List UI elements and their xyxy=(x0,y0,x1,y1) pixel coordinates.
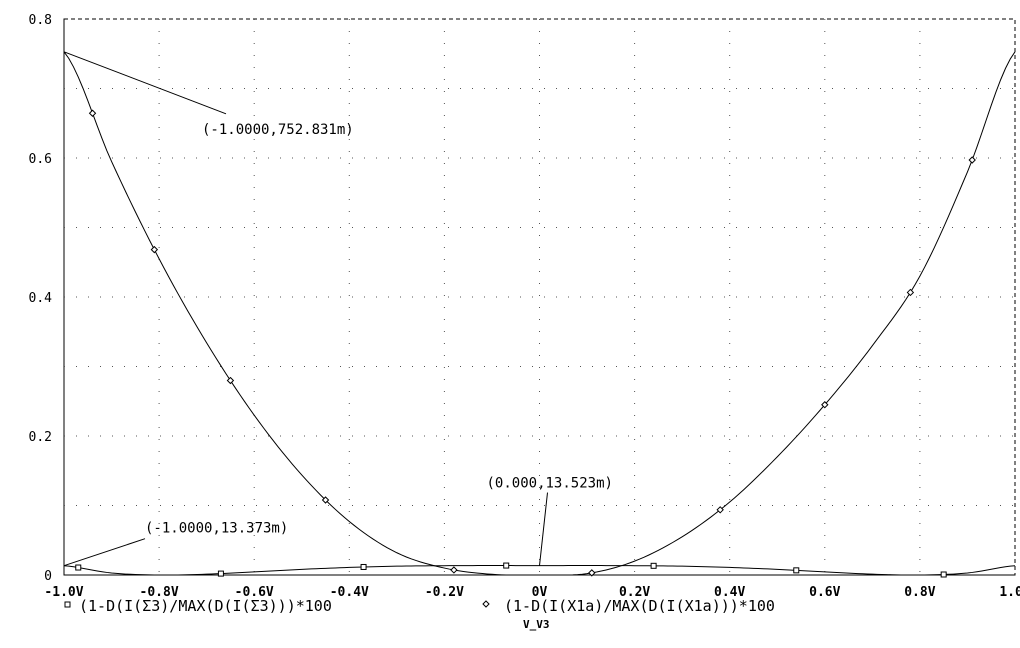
y-tick-label-1: 0.2 xyxy=(29,430,52,445)
legend-entry-sigma3: (1-D(I(Σ3)/MAX(D(I(Σ3)))*100 xyxy=(79,597,332,615)
annotation-label-1: (-1.0000,13.373m) xyxy=(145,521,288,537)
annotation-label-0: (-1.0000,752.831m) xyxy=(202,122,354,138)
series-1-point-8 xyxy=(906,288,915,297)
annotations-group: (-1.0000,752.831m) (-1.0000,13.373m) (0.00… xyxy=(63,51,613,567)
series-1-point-1 xyxy=(150,245,159,254)
legend: (1-D(I(Σ3)/MAX(D(I(Σ3)))*100 (1-D(I(X1a)… xyxy=(64,597,775,615)
series-1-point-2 xyxy=(226,376,235,385)
x-tick-labels: -1.0V -0.8V -0.6V -0.4V -0.2V 0V 0.2V 0.4V 0.6V 0… xyxy=(44,585,1020,600)
x-tick-label-7: 0.4V xyxy=(714,585,745,600)
y-tick-label-2: 0.4 xyxy=(29,291,53,306)
series-0-point-2 xyxy=(360,563,367,570)
x-tick-label-1: -0.8V xyxy=(140,585,179,600)
series-0-point-5 xyxy=(793,567,800,574)
x-tick-label-9: 0.8V xyxy=(904,585,935,600)
series-line-1 xyxy=(63,51,1016,576)
annotation-leader-2 xyxy=(539,492,548,566)
y-tick-label-3: 0.6 xyxy=(29,152,52,167)
series-line-0 xyxy=(63,565,1016,576)
series-1-point-9 xyxy=(968,156,976,164)
x-tick-label-2: -0.6V xyxy=(235,585,274,600)
x-tick-label-5: 0V xyxy=(532,585,548,600)
series-0-point-3 xyxy=(503,562,510,569)
series-1-point-7 xyxy=(821,401,829,409)
annotation-label-2: (0.000,13.523m) xyxy=(487,476,613,492)
series-1-point-4 xyxy=(450,566,458,574)
markers-group xyxy=(75,109,976,578)
legend-marker-square xyxy=(64,601,71,608)
x-tick-label-3: -0.4V xyxy=(330,585,369,600)
legend-marker-diamond xyxy=(482,600,490,608)
annotation-leader-1 xyxy=(63,538,146,567)
series-0-point-0 xyxy=(75,564,82,571)
series-0-point-4 xyxy=(650,562,657,569)
series-0-point-6 xyxy=(940,571,947,578)
series-0-point-1 xyxy=(217,570,224,577)
annotation-leader-0 xyxy=(63,51,227,115)
series-1-point-6 xyxy=(716,506,724,514)
series-1-point-0 xyxy=(88,109,97,117)
y-tick-label-4: 0.8 xyxy=(29,13,52,28)
series-1-point-3 xyxy=(321,496,330,504)
y-tick-labels: 0 0.2 0.4 0.6 0.8 xyxy=(29,13,53,584)
y-tick-label-0: 0 xyxy=(44,569,52,584)
x-axis-label: V_V3 xyxy=(523,618,550,631)
x-tick-label-10: 1.0V xyxy=(999,585,1020,600)
x-tick-label-6: 0.2V xyxy=(619,585,650,600)
x-tick-label-4: -0.2V xyxy=(425,585,464,600)
series-1-point-5 xyxy=(588,569,596,577)
x-tick-label-0: -1.0V xyxy=(44,585,83,600)
x-tick-label-8: 0.6V xyxy=(809,585,840,600)
legend-entry-x1a: (1-D(I(X1a)/MAX(D(I(X1a)))*100 xyxy=(504,597,775,615)
